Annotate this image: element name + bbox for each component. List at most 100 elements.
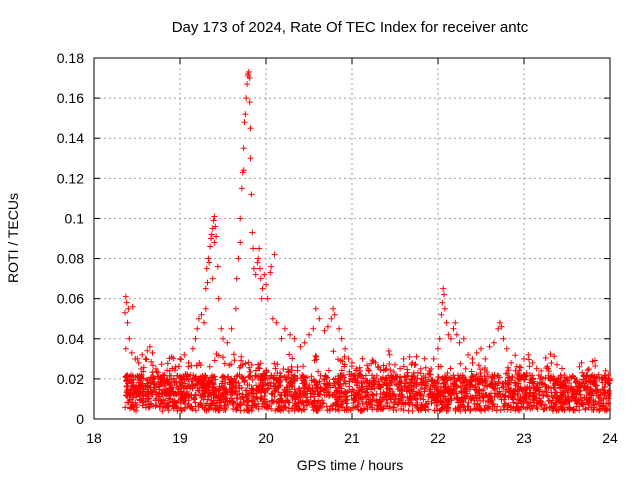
data-point <box>364 362 371 369</box>
data-point <box>482 355 489 362</box>
data-point <box>529 359 536 366</box>
data-point <box>491 403 498 410</box>
y-axis-label: ROTI / TECUs <box>5 193 21 283</box>
data-point <box>551 353 558 360</box>
data-point <box>462 376 469 383</box>
data-point <box>571 386 578 393</box>
data-point <box>579 400 586 407</box>
data-point <box>167 385 174 392</box>
data-point <box>149 349 156 356</box>
data-point <box>345 355 352 362</box>
data-point <box>228 375 235 382</box>
data-point <box>404 366 411 373</box>
data-point <box>180 394 187 401</box>
data-point <box>369 392 376 399</box>
data-point <box>312 305 319 312</box>
data-point <box>453 395 460 402</box>
data-point <box>437 363 444 370</box>
data-point <box>282 404 289 411</box>
data-point <box>467 407 474 414</box>
data-point <box>506 389 513 396</box>
data-point <box>362 389 369 396</box>
data-point <box>285 407 292 414</box>
data-point <box>429 376 436 383</box>
data-point <box>203 265 210 272</box>
data-point <box>360 375 367 382</box>
data-point <box>235 379 242 386</box>
data-point <box>261 271 268 278</box>
data-point <box>228 361 235 368</box>
data-point <box>219 390 226 397</box>
data-point <box>382 403 389 410</box>
data-point <box>157 403 164 410</box>
data-point <box>387 367 394 374</box>
data-point <box>413 353 420 360</box>
data-point <box>380 362 387 369</box>
data-point <box>339 403 346 410</box>
data-point <box>373 406 380 413</box>
data-point <box>301 339 308 346</box>
data-point <box>253 382 260 389</box>
data-point <box>367 396 374 403</box>
data-point <box>503 345 510 352</box>
data-point <box>179 393 186 400</box>
data-point <box>543 383 550 390</box>
data-point <box>218 325 225 332</box>
data-point <box>281 392 288 399</box>
y-tick-label: 0.04 <box>57 331 84 347</box>
x-tick-label: 18 <box>86 430 102 446</box>
data-point <box>402 374 409 381</box>
data-point <box>255 255 262 262</box>
y-tick-label: 0.18 <box>57 50 84 66</box>
data-point <box>126 335 133 342</box>
data-point <box>152 384 159 391</box>
data-point <box>395 381 402 388</box>
data-point <box>291 335 298 342</box>
data-point <box>196 360 203 367</box>
data-point <box>225 373 232 380</box>
data-point <box>580 373 587 380</box>
data-point <box>392 396 399 403</box>
data-point <box>211 213 218 220</box>
data-point <box>593 387 600 394</box>
data-point <box>285 374 292 381</box>
data-point <box>206 378 213 385</box>
data-point <box>257 373 264 380</box>
data-point <box>171 378 178 385</box>
data-point <box>263 369 270 376</box>
data-point <box>178 373 185 380</box>
data-point <box>497 407 504 414</box>
data-point <box>379 396 386 403</box>
data-point <box>573 390 580 397</box>
data-point <box>350 399 357 406</box>
data-point <box>176 374 183 381</box>
data-point <box>249 402 256 409</box>
data-point <box>392 393 399 400</box>
y-tick-label: 0 <box>76 411 84 427</box>
data-point <box>148 358 155 365</box>
data-point <box>581 382 588 389</box>
data-point <box>594 387 601 394</box>
data-point <box>409 407 416 414</box>
data-point <box>123 299 130 306</box>
data-point <box>335 356 342 363</box>
data-point <box>469 373 476 380</box>
data-point <box>366 401 373 408</box>
data-point <box>139 380 146 387</box>
data-point <box>448 395 455 402</box>
x-tick-label: 22 <box>430 430 446 446</box>
data-point <box>602 379 609 386</box>
data-point <box>211 239 218 246</box>
data-point <box>478 407 485 414</box>
data-point <box>552 389 559 396</box>
data-point <box>449 380 456 387</box>
data-point <box>233 406 240 413</box>
data-point <box>238 384 245 391</box>
data-point <box>213 350 220 357</box>
data-point <box>486 382 493 389</box>
data-point <box>275 403 282 410</box>
data-point <box>209 400 216 407</box>
data-point <box>369 357 376 364</box>
data-point <box>439 299 446 306</box>
data-point <box>329 392 336 399</box>
